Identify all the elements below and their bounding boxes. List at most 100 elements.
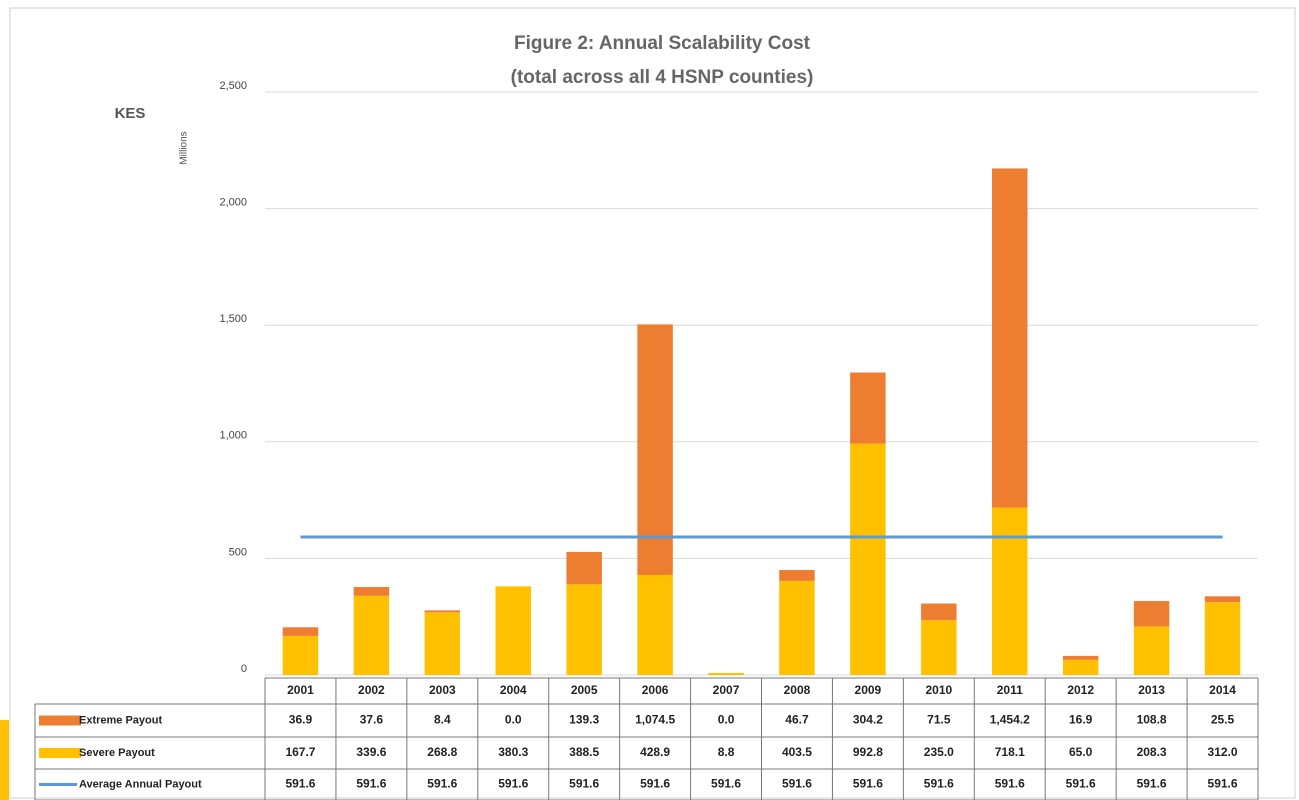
table-value: 0.0: [718, 713, 735, 727]
bar: [566, 584, 602, 675]
bar: [282, 635, 319, 675]
x-tick-label: 2005: [571, 683, 598, 697]
table-value: 428.9: [640, 745, 670, 759]
bar: [637, 574, 673, 675]
bar: [353, 595, 390, 675]
y-axis-label: KES: [115, 105, 146, 122]
table-value: 37.6: [360, 713, 384, 727]
bar: [850, 372, 886, 444]
table-value: 591.6: [569, 777, 599, 791]
bar: [282, 627, 319, 636]
bar: [1204, 602, 1241, 675]
x-tick-label: 2009: [855, 683, 882, 697]
table-value: 71.5: [927, 713, 951, 727]
x-tick-label: 2007: [713, 683, 740, 697]
y-tick-label: 2,500: [219, 80, 247, 92]
x-tick-label: 2002: [358, 683, 385, 697]
x-tick-label: 2003: [429, 683, 456, 697]
chart-subtitle: (total across all 4 HSNP counties): [511, 67, 814, 88]
table-value: 591.6: [853, 777, 883, 791]
legend-label: Average Annual Payout: [79, 778, 202, 790]
table-value: 591.6: [1208, 777, 1238, 791]
x-tick-label: 2010: [925, 683, 952, 697]
table-value: 167.7: [285, 745, 315, 759]
table-value: 36.9: [289, 713, 313, 727]
legend-label: Severe Payout: [79, 747, 155, 759]
table-value: 8.8: [718, 745, 735, 759]
table-value: 380.3: [498, 745, 528, 759]
table-value: 312.0: [1208, 745, 1238, 759]
x-tick-label: 2008: [784, 683, 811, 697]
legend-label: Extreme Payout: [79, 714, 162, 726]
y-tick-label: 1,500: [219, 313, 247, 325]
bar: [566, 551, 602, 585]
table-value: 25.5: [1211, 713, 1235, 727]
table-value: 304.2: [853, 713, 883, 727]
legend-swatch: [39, 715, 81, 726]
table-value: 268.8: [427, 745, 457, 759]
table-value: 339.6: [356, 745, 386, 759]
bar: [1133, 601, 1170, 627]
table-value: 0.0: [505, 713, 522, 727]
table-value: 591.6: [427, 777, 457, 791]
bar: [921, 620, 957, 675]
table-value: 139.3: [569, 713, 599, 727]
y-tick-label: 0: [241, 663, 247, 675]
bar: [353, 587, 390, 596]
y-tick-label: 500: [229, 546, 247, 558]
table-value: 1,074.5: [635, 713, 675, 727]
bar: [779, 580, 815, 675]
x-tick-label: 2001: [287, 683, 314, 697]
table-value: 65.0: [1069, 745, 1093, 759]
table-value: 208.3: [1137, 745, 1167, 759]
bar: [779, 570, 815, 581]
bar: [424, 610, 461, 613]
table-value: 591.6: [356, 777, 386, 791]
table-value: 403.5: [782, 745, 812, 759]
table-value: 591.6: [995, 777, 1025, 791]
chart-border: [9, 7, 1296, 799]
x-tick-label: 2004: [500, 683, 527, 697]
table-value: 992.8: [853, 745, 883, 759]
legend-swatch: [39, 748, 81, 758]
table-value: 108.8: [1137, 713, 1167, 727]
bar: [1204, 596, 1241, 603]
bar: [424, 612, 461, 675]
y-tick-label: 2,000: [219, 197, 247, 209]
table-value: 16.9: [1069, 713, 1093, 727]
bar: [708, 672, 744, 675]
table-value: 591.6: [640, 777, 670, 791]
table-value: 591.6: [711, 777, 741, 791]
table-value: 1,454.2: [990, 713, 1030, 727]
table-value: 8.4: [434, 713, 451, 727]
table-value: 591.6: [1066, 777, 1096, 791]
table-value: 591.6: [924, 777, 954, 791]
table-value: 591.6: [782, 777, 812, 791]
side-accent: [0, 720, 9, 800]
table-value: 388.5: [569, 745, 599, 759]
bar: [921, 603, 957, 621]
chart-title: Figure 2: Annual Scalability Cost: [514, 33, 811, 54]
y-tick-label: 1,000: [219, 430, 247, 442]
bar: [850, 443, 886, 675]
table-value: 46.7: [785, 713, 809, 727]
x-tick-label: 2012: [1067, 683, 1094, 697]
table-value: 591.6: [1137, 777, 1167, 791]
table-value: 718.1: [995, 745, 1025, 759]
y-axis-unit: Millions: [179, 131, 190, 164]
bar: [495, 586, 531, 675]
bar: [992, 507, 1028, 675]
bar: [1062, 659, 1099, 675]
bar: [992, 168, 1028, 508]
table-value: 591.6: [498, 777, 528, 791]
bar: [1133, 626, 1170, 675]
table-value: 591.6: [285, 777, 315, 791]
x-tick-label: 2011: [997, 683, 1023, 697]
bar: [1062, 655, 1099, 660]
bar: [637, 324, 673, 575]
table-value: 235.0: [924, 745, 954, 759]
x-tick-label: 2014: [1209, 683, 1236, 697]
x-tick-label: 2006: [642, 683, 669, 697]
x-tick-label: 2013: [1138, 683, 1165, 697]
